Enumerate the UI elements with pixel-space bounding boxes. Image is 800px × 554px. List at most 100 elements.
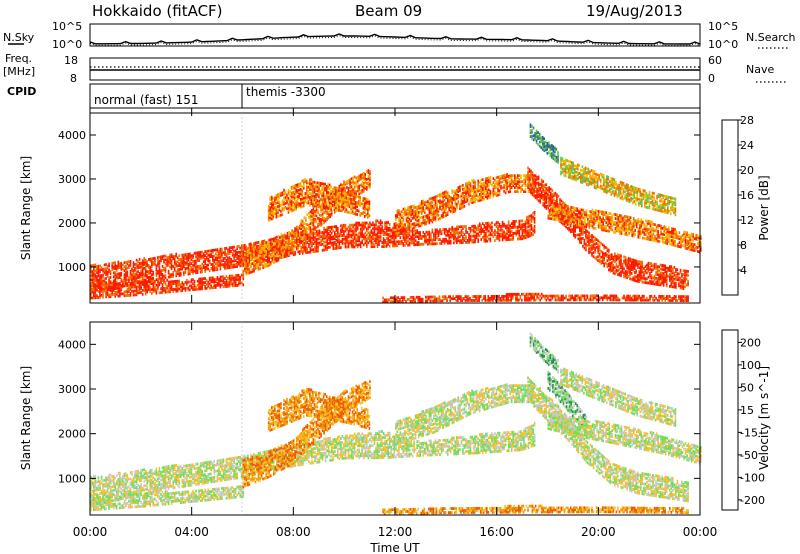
heatmap-cell [341,238,344,241]
heatmap-cell [293,202,296,206]
heatmap-cell [115,282,118,286]
heatmap-cell [369,239,371,243]
heatmap-cell [468,202,470,206]
heatmap-cell [545,199,548,202]
heatmap-cell [506,185,508,188]
heatmap-cell [491,191,493,195]
heatmap-cell [510,178,513,182]
heatmap-cell [236,247,238,250]
heatmap-cell [477,195,479,199]
heatmap-cell [305,216,307,220]
heatmap-cell [90,294,92,298]
heatmap-cell [320,239,322,242]
heatmap-cell [361,188,364,192]
heatmap-cell [330,199,332,203]
heatmap-cell [509,174,511,178]
heatmap-cell [507,222,510,226]
heatmap-cell [318,193,320,197]
heatmap-cell [456,227,458,231]
heatmap-cell [141,269,144,273]
heatmap-cell [102,295,104,299]
heatmap-cell [536,187,538,191]
heatmap-cell [354,208,357,212]
heatmap-cell [521,233,524,237]
heatmap-cell [521,219,524,223]
heatmap-cell [151,259,153,263]
heatmap-cell [96,288,98,292]
heatmap-cell [302,225,304,229]
heatmap-cell [274,252,277,256]
heatmap-cell [335,200,337,204]
heatmap-cell [459,187,461,191]
heatmap-cell [293,194,296,198]
heatmap-cell [330,195,332,199]
heatmap-cell [529,230,531,234]
heatmap-cell [244,259,246,263]
heatmap-cell [144,272,147,276]
heatmap-cell [492,185,495,188]
heatmap-cell [215,266,217,270]
heatmap-cell [236,278,238,281]
heatmap-cell [313,186,316,190]
heatmap-cell [326,216,328,219]
heatmap-cell [446,201,449,205]
heatmap-cell [295,247,298,251]
heatmap-cell [181,259,184,263]
heatmap-cell [454,231,457,235]
heatmap-cell [158,275,161,279]
heatmap-cell [469,199,472,203]
heatmap-cell [272,205,275,208]
heatmap-cell [547,196,549,200]
heatmap-cell [527,231,530,234]
heatmap-cell [390,230,392,234]
heatmap-cell [483,187,486,191]
heatmap-cell [396,234,399,238]
heatmap-cell [303,180,305,184]
heatmap-cell [135,272,138,276]
heatmap-cell [356,213,358,216]
heatmap-cell [137,260,139,264]
heatmap-cell [469,198,472,201]
heatmap-cell [345,198,348,202]
heatmap-cell [155,283,158,287]
heatmap-cell [218,259,220,263]
heatmap-cell [111,285,113,288]
heatmap-cell [112,275,115,279]
heatmap-cell [230,274,232,278]
heatmap-cell [509,184,511,187]
heatmap-cell [361,239,363,243]
heatmap-cell [537,181,540,185]
heatmap-cell [91,282,94,285]
heatmap-cell [465,237,467,240]
noise-left-label: N.Sky [3,31,35,44]
heatmap-cell [222,259,225,262]
heatmap-cell [453,231,455,235]
heatmap-cell [478,224,481,228]
heatmap-cell [466,195,469,199]
heatmap-cell [263,247,266,251]
heatmap-cell [350,203,352,207]
heatmap-cell [469,228,472,232]
heatmap-cell [463,189,466,192]
heatmap-cell [183,271,185,275]
heatmap-cell [528,180,531,183]
heatmap-cell [322,194,325,198]
heatmap-cell [456,194,458,198]
heatmap-cell [351,211,354,215]
heatmap-cell [267,218,270,222]
heatmap-cell [478,195,481,198]
heatmap-cell [161,265,164,268]
heatmap-cell [524,230,527,234]
heatmap-cell [556,197,558,201]
heatmap-cell [393,242,396,246]
heatmap-cell [277,235,280,238]
heatmap-cell [199,279,202,283]
heatmap-cell [536,195,538,199]
heatmap-cell [369,174,371,177]
heatmap-cell [488,176,490,180]
heatmap-cell [192,256,194,259]
heatmap-cell [488,194,490,198]
heatmap-cell [341,224,344,227]
heatmap-cell [550,193,552,197]
heatmap-cell [134,272,136,276]
